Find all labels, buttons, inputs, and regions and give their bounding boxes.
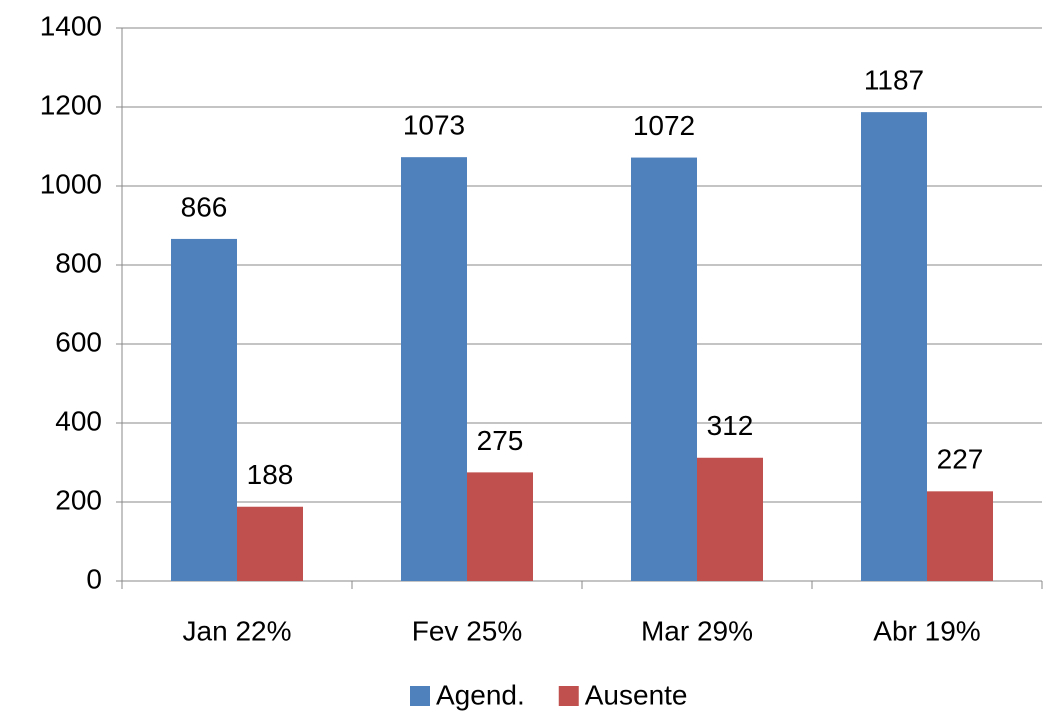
- bar: [237, 506, 303, 581]
- bar: [927, 491, 993, 581]
- legend-swatch: [410, 686, 430, 706]
- bar: [467, 472, 533, 581]
- y-tick-label: 200: [55, 484, 102, 515]
- data-label: 227: [937, 444, 984, 475]
- data-label: 1072: [633, 110, 695, 141]
- x-tick-label: Jan 22%: [183, 615, 292, 646]
- legend-label: Agend.: [436, 679, 525, 710]
- x-tick-label: Fev 25%: [412, 615, 523, 646]
- y-tick-label: 400: [55, 405, 102, 436]
- y-tick-label: 1400: [40, 10, 102, 41]
- data-label: 866: [181, 191, 228, 222]
- data-label: 275: [477, 425, 524, 456]
- y-tick-label: 600: [55, 326, 102, 357]
- bar: [697, 457, 763, 581]
- y-tick-label: 800: [55, 247, 102, 278]
- bar: [631, 157, 697, 581]
- x-tick-label: Mar 29%: [641, 615, 753, 646]
- y-tick-label: 1000: [40, 168, 102, 199]
- y-tick-label: 0: [86, 563, 102, 594]
- legend-label: Ausente: [585, 679, 688, 710]
- y-tick-label: 1200: [40, 89, 102, 120]
- data-label: 312: [707, 410, 754, 441]
- data-label: 1187: [864, 65, 924, 96]
- bar: [401, 157, 467, 582]
- data-label: 188: [247, 459, 294, 490]
- bar: [861, 112, 927, 581]
- legend-swatch: [558, 686, 579, 706]
- bar: [171, 238, 237, 581]
- data-label: 1073: [403, 110, 465, 141]
- x-tick-label: Abr 19%: [873, 615, 980, 646]
